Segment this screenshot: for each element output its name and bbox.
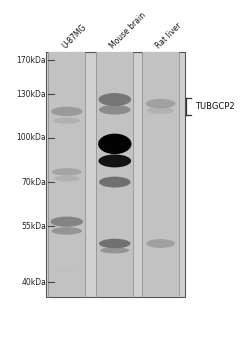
Ellipse shape	[51, 107, 83, 116]
Text: Mouse brain: Mouse brain	[108, 10, 148, 50]
Text: TUBGCP2: TUBGCP2	[195, 102, 235, 111]
Bar	[96, 52, 133, 298]
Bar	[142, 52, 179, 298]
Text: 170kDa: 170kDa	[17, 56, 46, 65]
Ellipse shape	[98, 134, 132, 154]
Ellipse shape	[52, 227, 82, 234]
Bar	[48, 52, 85, 298]
Ellipse shape	[100, 247, 129, 253]
Text: 70kDa: 70kDa	[21, 177, 46, 187]
Text: 130kDa: 130kDa	[17, 90, 46, 99]
Ellipse shape	[99, 177, 131, 188]
Text: 55kDa: 55kDa	[21, 222, 46, 231]
Bar	[46, 52, 185, 298]
Ellipse shape	[50, 217, 83, 227]
Ellipse shape	[99, 105, 131, 114]
Ellipse shape	[52, 168, 82, 176]
Ellipse shape	[99, 239, 131, 248]
Text: U-87MG: U-87MG	[60, 22, 88, 50]
Ellipse shape	[146, 239, 175, 248]
Ellipse shape	[147, 107, 174, 114]
Text: Rat liver: Rat liver	[154, 21, 183, 50]
Ellipse shape	[54, 176, 80, 181]
Text: 40kDa: 40kDa	[21, 278, 46, 287]
Ellipse shape	[98, 93, 131, 106]
Text: 100kDa: 100kDa	[17, 133, 46, 142]
Ellipse shape	[98, 154, 131, 167]
Ellipse shape	[56, 267, 78, 273]
Ellipse shape	[146, 99, 175, 108]
Ellipse shape	[53, 118, 81, 124]
